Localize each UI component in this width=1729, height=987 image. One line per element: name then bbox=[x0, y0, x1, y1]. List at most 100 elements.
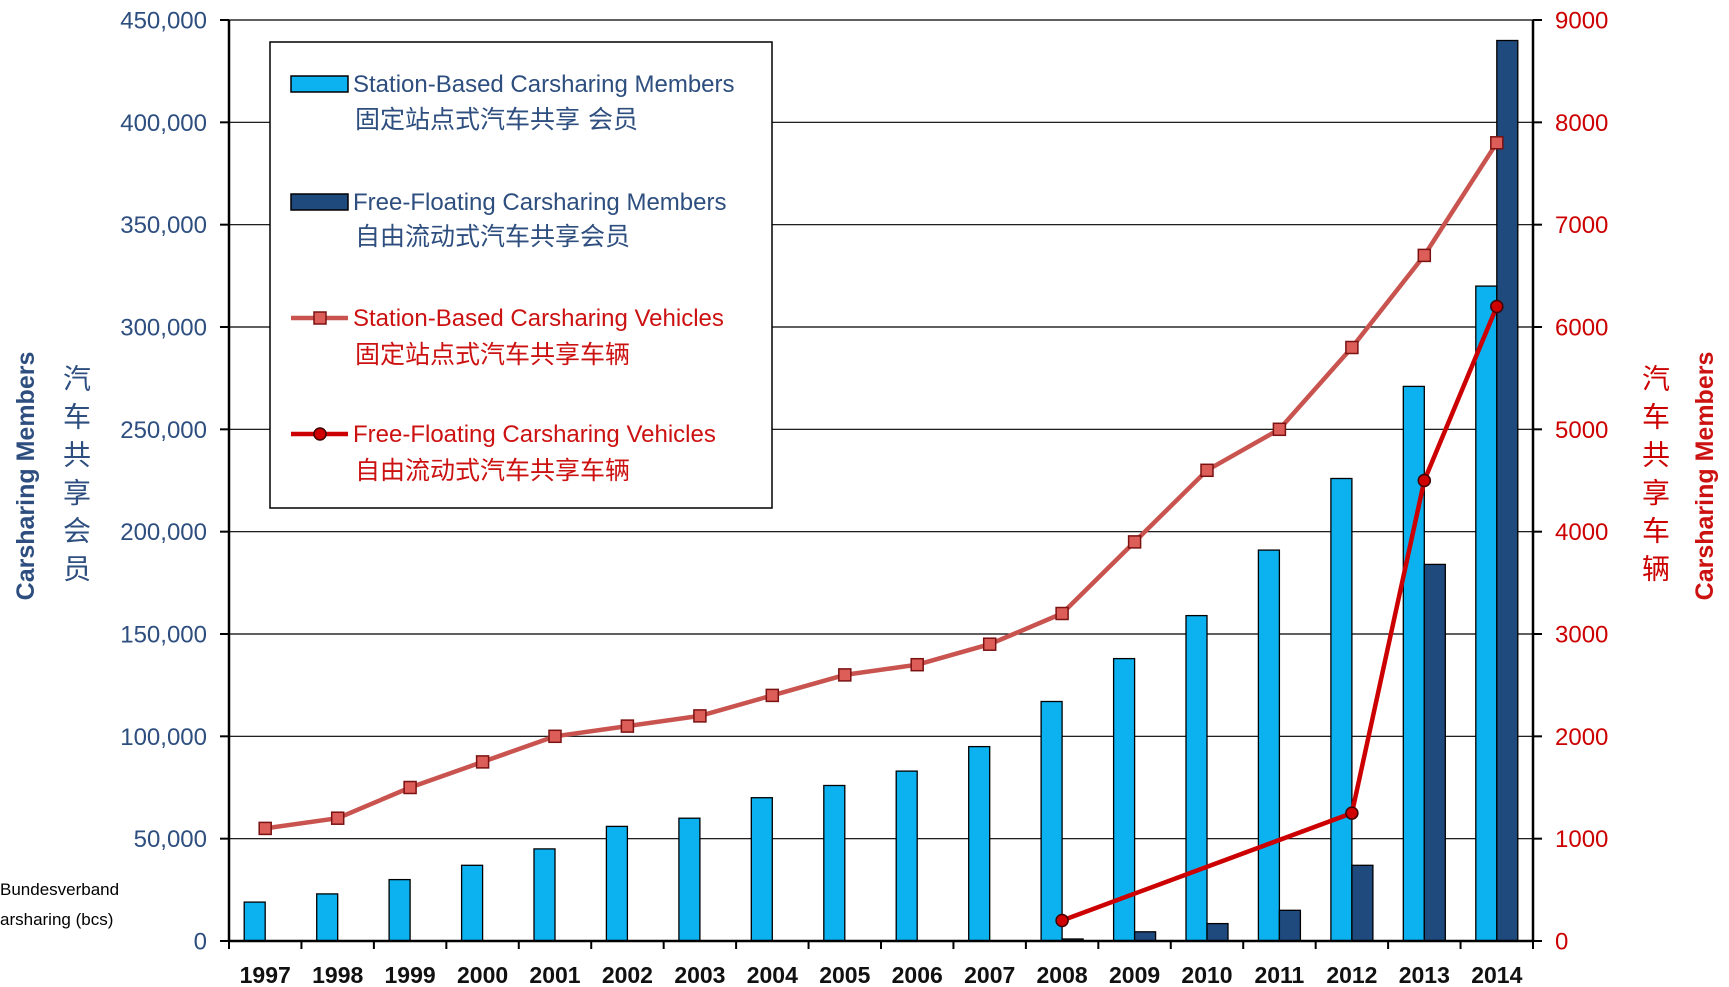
y2-tick-label: 0 bbox=[1555, 929, 1568, 956]
bar-station-based-carsharing-members-2013 bbox=[1402, 385, 1425, 942]
bar-station-based-carsharing-members-2014 bbox=[1475, 285, 1498, 942]
marker-station-based-carsharing-vehicles-2002 bbox=[620, 719, 635, 733]
marker-station-based-carsharing-vehicles-1999 bbox=[403, 780, 417, 795]
tick-labels: 0 50,000 100,000 150,000 200,000 250,000 300,0… bbox=[120, 8, 1608, 987]
marker-station-based-carsharing-vehicles-1997 bbox=[258, 821, 272, 836]
bar-station-based-carsharing-members-2006 bbox=[895, 770, 918, 942]
left-axis-title: Carsharing Members bbox=[12, 352, 40, 601]
marker-station-based-carsharing-vehicles-2003 bbox=[693, 709, 707, 723]
marker-free-floating-carsharing-vehicles-2008 bbox=[1055, 913, 1069, 928]
bar-station-based-carsharing-members-2005 bbox=[823, 784, 846, 942]
legend-label-station-members: Station-Based Carsharing Members bbox=[353, 71, 735, 98]
bar-station-based-carsharing-members-2002 bbox=[605, 825, 629, 942]
marker-station-based-carsharing-vehicles-2010 bbox=[1200, 463, 1214, 478]
x-tick-label: 1999 bbox=[385, 962, 436, 987]
x-tick-label: 2001 bbox=[529, 962, 580, 987]
legend-label-station-vehicles-zh: 固定站点式汽车共享车辆 bbox=[355, 340, 630, 369]
y2-tick-label: 1000 bbox=[1555, 826, 1608, 853]
x-tick-label: 1998 bbox=[312, 962, 363, 987]
marker-station-based-carsharing-vehicles-2005 bbox=[838, 668, 852, 682]
right-axis-title-zh: 汽车共享车辆 bbox=[1638, 364, 1671, 592]
marker-station-based-carsharing-vehicles-2000 bbox=[475, 755, 490, 769]
y2-tick-label: 3000 bbox=[1555, 622, 1608, 649]
y-tick-label: 300,000 bbox=[120, 315, 207, 342]
series-lines bbox=[264, 141, 1499, 923]
marker-station-based-carsharing-vehicles-2014 bbox=[1490, 136, 1504, 150]
legend-label-free-floating-vehicles: Free-Floating Carsharing Vehicles bbox=[353, 421, 716, 448]
y-tick-label: 250,000 bbox=[120, 417, 207, 444]
bar-station-based-carsharing-members-2007 bbox=[968, 745, 991, 942]
x-tick-label: 2011 bbox=[1254, 962, 1304, 987]
marker-free-floating-carsharing-vehicles-2013 bbox=[1417, 473, 1432, 488]
marker-station-based-carsharing-vehicles-2013 bbox=[1417, 248, 1432, 263]
legend-label-station-members-zh: 固定站点式汽车共享 会员 bbox=[355, 105, 638, 134]
legend: Station-Based Carsharing Members 固定站点式汽车… bbox=[269, 41, 773, 509]
x-tick-label: 2000 bbox=[457, 962, 508, 987]
marker-free-floating-carsharing-vehicles-2012 bbox=[1345, 806, 1359, 820]
line-station-based-carsharing-vehicles bbox=[264, 141, 1499, 831]
legend-label-free-floating-members-zh: 自由流动式汽车共享会员 bbox=[355, 222, 630, 251]
y-tick-label: 350,000 bbox=[120, 212, 207, 239]
x-tick-label: 2010 bbox=[1181, 962, 1232, 987]
source-line-2: arsharing (bcs) bbox=[0, 910, 113, 929]
bar-station-based-carsharing-members-2010 bbox=[1185, 614, 1208, 942]
x-tick-label: 2003 bbox=[674, 962, 725, 987]
marker-station-based-carsharing-vehicles-2008 bbox=[1055, 606, 1069, 621]
bar-station-based-carsharing-members-2001 bbox=[533, 848, 556, 942]
axes bbox=[220, 19, 1542, 949]
left-axis-title-zh: 汽车共享会员 bbox=[59, 364, 92, 592]
y-tick-label: 0 bbox=[194, 929, 207, 956]
x-tick-label: 2004 bbox=[747, 962, 798, 987]
bar-station-based-carsharing-members-1997 bbox=[243, 901, 266, 942]
legend-label-free-floating-vehicles-zh: 自由流动式汽车共享车辆 bbox=[355, 456, 630, 485]
y2-tick-label: 6000 bbox=[1555, 315, 1608, 342]
bar-free-floating-carsharing-members-2013 bbox=[1423, 563, 1446, 942]
bars bbox=[243, 39, 1519, 942]
x-tick-label: 2012 bbox=[1326, 962, 1377, 987]
source-line-1: Bundesverband bbox=[0, 880, 119, 899]
y-tick-label: 100,000 bbox=[120, 724, 207, 751]
legend-box bbox=[269, 41, 773, 509]
x-tick-label: 2007 bbox=[964, 962, 1015, 987]
bar-free-floating-carsharing-members-2011 bbox=[1278, 909, 1302, 942]
marker-station-based-carsharing-vehicles-2004 bbox=[765, 688, 780, 703]
x-tick-label: 2002 bbox=[602, 962, 653, 987]
bar-station-based-carsharing-members-2004 bbox=[750, 797, 773, 942]
x-tick-label: 2008 bbox=[1037, 962, 1088, 987]
marker-station-based-carsharing-vehicles-2001 bbox=[548, 729, 562, 744]
marker-station-based-carsharing-vehicles-2009 bbox=[1127, 535, 1142, 549]
bar-station-based-carsharing-members-1999 bbox=[388, 878, 411, 942]
x-tick-label: 2005 bbox=[819, 962, 870, 987]
right-axis-title: Carsharing Members bbox=[1691, 352, 1719, 601]
bar-station-based-carsharing-members-2011 bbox=[1257, 549, 1281, 942]
bar-station-based-carsharing-members-2008 bbox=[1040, 700, 1063, 942]
marker-station-based-carsharing-vehicles-2012 bbox=[1345, 340, 1359, 355]
legend-label-free-floating-members: Free-Floating Carsharing Members bbox=[353, 189, 726, 216]
y-tick-label: 200,000 bbox=[120, 519, 207, 546]
x-tick-label: 2006 bbox=[892, 962, 943, 987]
y2-tick-label: 5000 bbox=[1555, 417, 1608, 444]
marker-free-floating-carsharing-vehicles-2014 bbox=[1490, 299, 1504, 314]
marker-station-based-carsharing-vehicles-2011 bbox=[1272, 422, 1287, 437]
y2-tick-label: 4000 bbox=[1555, 519, 1608, 546]
y-tick-label: 50,000 bbox=[134, 826, 207, 853]
y2-tick-label: 7000 bbox=[1555, 212, 1608, 239]
legend-swatch-free-floating-members bbox=[290, 193, 349, 211]
y2-tick-label: 9000 bbox=[1555, 8, 1608, 35]
bar-free-floating-carsharing-members-2009 bbox=[1133, 931, 1157, 942]
marker-station-based-carsharing-vehicles-2006 bbox=[910, 657, 924, 672]
y2-tick-label: 2000 bbox=[1555, 724, 1608, 751]
series-markers bbox=[258, 136, 1504, 928]
bar-free-floating-carsharing-members-2014 bbox=[1496, 39, 1519, 942]
marker-station-based-carsharing-vehicles-2007 bbox=[982, 637, 997, 651]
legend-label-station-vehicles: Station-Based Carsharing Vehicles bbox=[353, 305, 724, 332]
bar-station-based-carsharing-members-2012 bbox=[1330, 477, 1353, 942]
y-tick-label: 400,000 bbox=[120, 110, 207, 137]
legend-swatch-station-members bbox=[290, 75, 349, 93]
y-tick-label: 150,000 bbox=[120, 622, 207, 649]
bar-free-floating-carsharing-members-2012 bbox=[1351, 864, 1374, 942]
y2-tick-label: 8000 bbox=[1555, 110, 1608, 137]
bar-station-based-carsharing-members-2000 bbox=[460, 864, 484, 942]
bar-free-floating-carsharing-members-2010 bbox=[1206, 922, 1229, 942]
